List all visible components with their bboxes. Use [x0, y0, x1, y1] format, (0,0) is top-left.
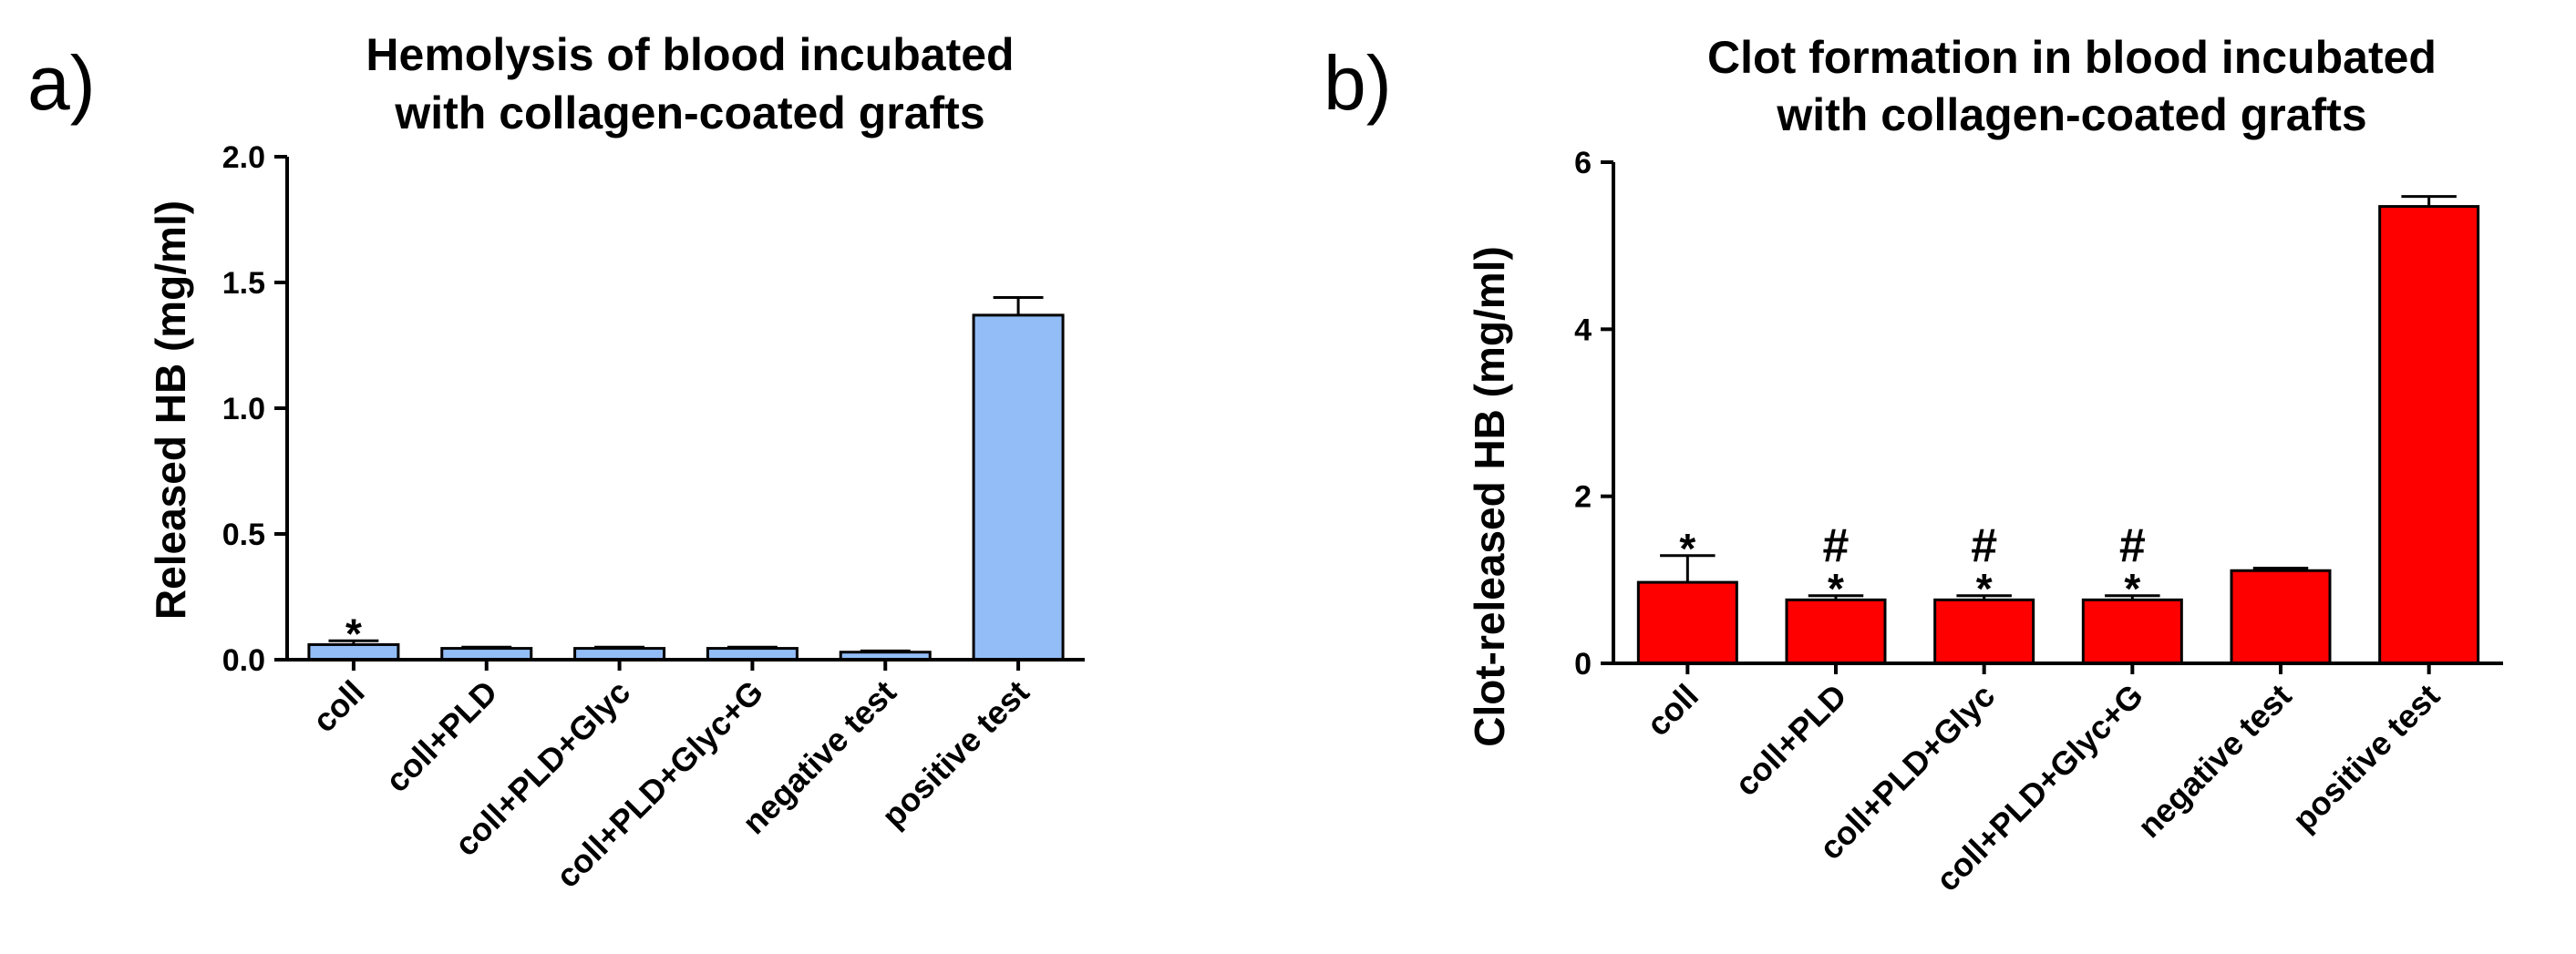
y-axis-label: Released HB (mg/ml) — [147, 200, 194, 620]
hash-annotation: # — [1971, 519, 1997, 572]
hash-annotation: # — [1823, 519, 1850, 572]
asterisk-annotation: * — [2124, 565, 2140, 612]
chart-title-line-2: with collagen-coated grafts — [394, 87, 984, 138]
x-category-label: coll+PLD — [378, 673, 505, 800]
panel-letter-b: b) — [1324, 40, 1392, 126]
bar — [2378, 205, 2480, 665]
y-tick-label: 4 — [1574, 313, 1592, 347]
panel-letter-a: a) — [27, 40, 96, 126]
chart-panel-b: b) Clot formation in blood incubated wit… — [1324, 32, 2503, 898]
y-tick-label: 6 — [1574, 146, 1592, 180]
chart-panel-a: a) Hemolysis of blood incubated with col… — [27, 29, 1085, 895]
y-tick-label: 0 — [1574, 647, 1592, 682]
y-tick-label: 1.0 — [222, 392, 265, 426]
x-category-label: positive test — [2285, 677, 2447, 839]
x-category-label: coll — [305, 673, 372, 740]
hash-annotation: # — [2119, 519, 2146, 572]
y-tick-label: 2.0 — [222, 140, 265, 175]
y-axis-label: Clot-released HB (mg/ml) — [1466, 246, 1513, 747]
x-category-label: coll+PLD — [1727, 677, 1854, 804]
x-category-label: coll — [1639, 677, 1705, 744]
asterisk-annotation: * — [345, 610, 362, 657]
asterisk-annotation: * — [1828, 565, 1844, 612]
x-category-label: negative test — [2130, 677, 2299, 846]
chart-title-line-1: Clot formation in blood incubated — [1707, 32, 2437, 83]
bar — [1933, 598, 2035, 665]
bar — [2081, 598, 2183, 665]
y-tick-label: 0.5 — [222, 518, 265, 552]
chart-title-line-2: with collagen-coated grafts — [1776, 89, 2366, 140]
asterisk-annotation: * — [1976, 565, 1993, 612]
bar — [972, 313, 1065, 662]
chart-title-line-1: Hemolysis of blood incubated — [366, 29, 1014, 80]
y-tick-label: 2 — [1574, 480, 1592, 515]
bar — [2230, 569, 2332, 665]
y-tick-label: 0.0 — [222, 643, 265, 678]
asterisk-annotation: * — [1679, 525, 1695, 572]
y-tick-label: 1.5 — [222, 266, 265, 301]
bar — [1636, 580, 1738, 665]
